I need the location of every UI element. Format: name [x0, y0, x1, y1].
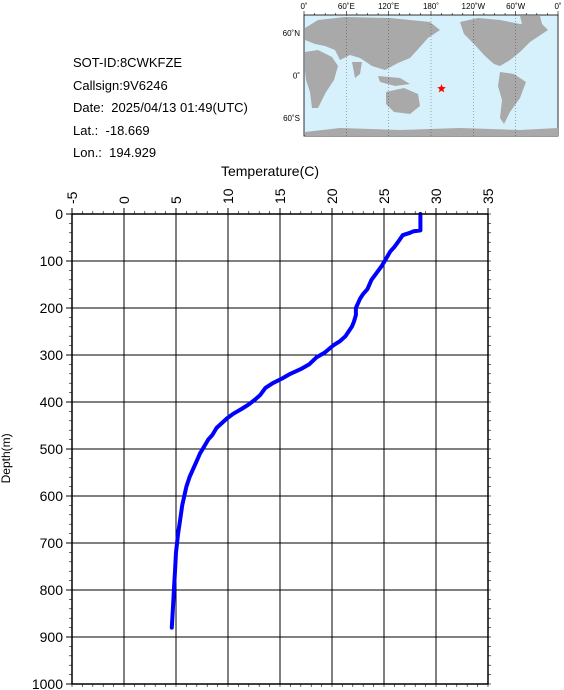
north-america-land [460, 18, 548, 66]
indonesia-land [378, 76, 410, 86]
callsign-label: Callsign:9V6246 [73, 77, 168, 93]
antarctica-land [305, 128, 558, 136]
eurasia-land [305, 17, 440, 70]
temperature-profile-line [169, 212, 423, 630]
map-top-label: 180˚ [423, 2, 439, 11]
location-star-marker [437, 84, 446, 93]
x-tick-label: -5 [64, 191, 80, 204]
map-land [305, 16, 558, 136]
y-tick-label: 500 [40, 441, 64, 457]
longitude-label: Lon.: 194.929 [73, 145, 157, 160]
map-top-label: 120˚E [378, 2, 399, 11]
y-tick-label: 300 [40, 347, 64, 363]
map-top-label: 0˚ [554, 2, 561, 11]
south-america-land [498, 72, 526, 124]
y-tick-label: 100 [40, 253, 64, 269]
y-tick-label: 700 [40, 535, 64, 551]
y-axis-label: Depth(m) [0, 433, 13, 483]
x-tick-label: 10 [220, 188, 236, 204]
sot-id-label: SOT-ID:8CWKFZE [73, 55, 183, 70]
plot-ticks: -5 0 5 10 15 20 25 30 35010020030040050060070080… [32, 188, 496, 690]
africa-land [305, 50, 338, 108]
map-left-label: 60˚S [283, 114, 300, 123]
float-info-block: SOT-ID:8CWKFZE Callsign:9V6246 Date: 202… [73, 52, 248, 165]
australia-land [386, 88, 420, 114]
x-tick-label: 30 [428, 188, 444, 204]
india-land [352, 62, 362, 78]
y-tick-label: 1000 [32, 676, 63, 690]
x-tick-label: 5 [168, 196, 184, 204]
map-left-label: 60˚N [283, 29, 301, 38]
map-top-label: 120˚W [462, 2, 486, 11]
x-tick-label: 25 [376, 188, 392, 204]
location-map: 0˚ 60˚E 120˚E 180˚ 120˚W 60˚W 0˚ 60˚N 0˚ 60˚S [283, 2, 562, 137]
y-tick-label: 800 [40, 582, 64, 598]
y-tick-label: 400 [40, 394, 64, 410]
x-tick-label: 0 [116, 196, 132, 204]
y-tick-label: 200 [40, 300, 64, 316]
latitude-label: Lat.: -18.669 [73, 122, 150, 138]
map-top-label: 60˚W [506, 2, 526, 11]
y-tick-label: 0 [55, 206, 63, 222]
map-top-label: 0˚ [300, 2, 307, 11]
map-graticule [303, 11, 559, 136]
x-axis-label: Temperature(C) [221, 163, 319, 179]
x-tick-label: 35 [480, 188, 496, 204]
plot-grid [71, 213, 489, 685]
map-axis-labels: 0˚ 60˚E 120˚E 180˚ 120˚W 60˚W 0˚ 60˚N 0˚ 60˚S [283, 2, 562, 123]
x-tick-label: 15 [272, 188, 288, 204]
y-tick-label: 900 [40, 629, 64, 645]
map-left-label: 0˚ [293, 72, 300, 81]
plot-series [169, 212, 423, 630]
greenland-land [520, 16, 542, 30]
map-top-label: 60˚E [338, 2, 355, 11]
date-label: Date: 2025/04/13 01:49(UTC) [73, 100, 248, 115]
y-tick-label: 600 [40, 488, 64, 504]
x-tick-label: 20 [324, 188, 340, 204]
